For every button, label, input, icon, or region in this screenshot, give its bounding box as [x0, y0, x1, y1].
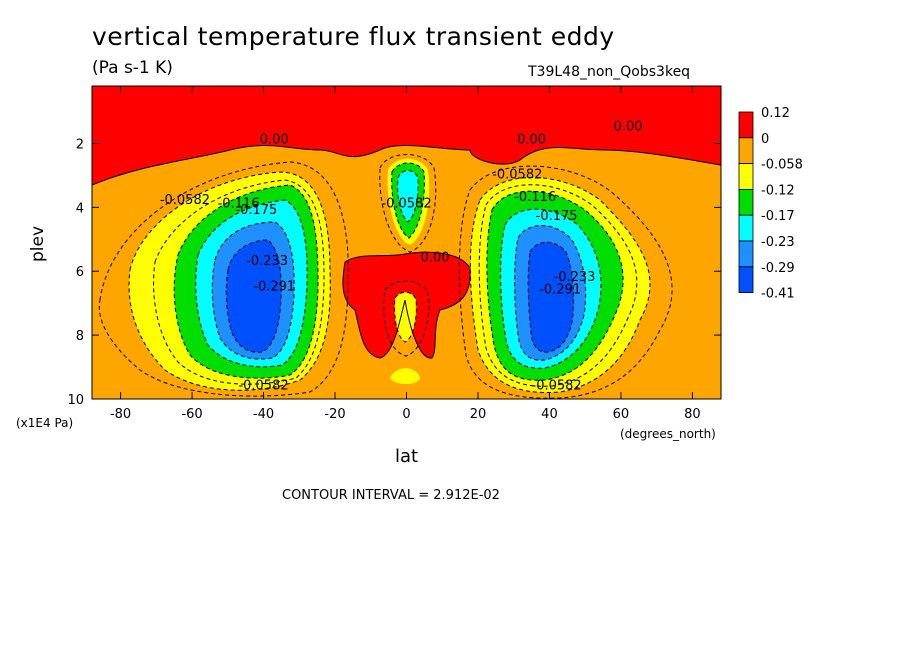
fill-darkblue-right-lobe — [528, 242, 574, 353]
contour-label: -0.0582 — [238, 378, 288, 393]
contour-label: 0.00 — [260, 132, 289, 147]
contour-label: 0.00 — [614, 120, 643, 135]
colorbar-swatch — [738, 266, 754, 293]
contour-label: -0.116 — [514, 190, 556, 205]
fill-darkblue-left-lobe — [226, 240, 282, 353]
contour-right-outer-2 — [469, 177, 651, 393]
contour-right-inner-1 — [478, 184, 638, 387]
contour-label: 0.00 — [421, 251, 450, 266]
colorbar-label: -0.12 — [761, 183, 795, 198]
x-tick-label: 60 — [613, 407, 630, 422]
colorbar-swatch — [738, 214, 754, 242]
contour-label: -0.291 — [253, 279, 295, 294]
x-tick-label: 40 — [541, 407, 558, 422]
x-tick-label: 0 — [402, 407, 410, 422]
contour-right-inner-3 — [500, 208, 602, 369]
fill-yellow-center-lower — [394, 292, 417, 342]
contour-interval: CONTOUR INTERVAL = 2.912E-02 — [282, 488, 500, 503]
contour-label: -0.291 — [539, 283, 581, 298]
y-tick-label: 10 — [67, 393, 84, 408]
contour-label: -0.0582 — [160, 193, 210, 208]
colorbar-label: -0.41 — [761, 287, 795, 302]
colorbar-label: 0.12 — [761, 106, 790, 121]
contour-right-inner-4 — [514, 225, 587, 361]
chart-units: (Pa s-1 K) — [92, 58, 173, 78]
x-axis-units: (degrees_north) — [620, 427, 716, 441]
chart-title: vertical temperature flux transient eddy — [92, 22, 615, 51]
colorbar-label: -0.23 — [761, 235, 795, 250]
colorbar-label: -0.29 — [761, 261, 795, 276]
contour-right-inner-5 — [527, 241, 575, 353]
colorbar-label: 0 — [761, 132, 769, 147]
fill-yellow-center-bottom — [390, 368, 420, 384]
x-tick-label: -20 — [324, 407, 345, 422]
contour-labels: 0.00 0.000.000.00-0.0582 -0.116-0.175-0.23… — [160, 120, 643, 394]
contour-left-inner-3 — [195, 199, 308, 368]
x-axis-label: lat — [395, 446, 419, 467]
contour-center-column-1 — [379, 154, 437, 253]
x-tick-label: 20 — [470, 407, 487, 422]
contour-right-outer-1 — [458, 165, 673, 399]
colorbar-swatch — [738, 188, 754, 216]
contour-label: -0.233 — [554, 270, 596, 285]
colorbar-label: -0.058 — [761, 158, 803, 173]
y-tick-label: 8 — [76, 329, 84, 344]
contour-left-inner-5 — [225, 239, 282, 353]
x-axis-ticks: -80 -60 -40 -20 0 20 40 60 80 — [110, 86, 701, 422]
contour-label: -0.175 — [235, 203, 277, 218]
contour-left-inner-1 — [153, 179, 325, 385]
contour-left-outer-2 — [128, 171, 331, 391]
contour-label: 0.00 — [517, 132, 546, 147]
contour-label: -0.0582 — [532, 378, 582, 393]
y-axis-units: (x1E4 Pa) — [16, 416, 74, 430]
y-tick-label: 2 — [76, 137, 84, 152]
contour-label: -0.0582 — [381, 196, 431, 211]
y-tick-label: 4 — [76, 201, 84, 216]
contour-left-inner-4 — [211, 221, 295, 360]
contour-label: -0.116 — [218, 196, 260, 211]
fill-cyan-center-column — [397, 170, 419, 222]
colorbar: 0.12 0 -0.058 -0.12 -0.17 -0.23 -0.29 -0.41 — [738, 106, 803, 302]
contour-label: -0.0582 — [492, 168, 542, 183]
y-tick-label: 6 — [76, 265, 84, 280]
colorbar-label: -0.17 — [761, 209, 795, 224]
x-tick-label: -60 — [181, 407, 202, 422]
contour-center-column-3 — [397, 170, 419, 223]
contour-zero-center — [342, 251, 471, 359]
x-tick-label: 80 — [684, 407, 701, 422]
x-tick-label: -80 — [110, 407, 131, 422]
fill-red-top-band — [92, 86, 721, 185]
contour-left-outer-1 — [98, 161, 349, 397]
colorbar-swatch — [738, 111, 754, 139]
contour-label: -0.175 — [536, 209, 578, 224]
colorbar-swatch — [738, 137, 754, 165]
contour-zero-top — [92, 145, 721, 186]
y-axis-ticks: 2 4 6 8 10 — [67, 137, 721, 408]
colorbar-swatch — [738, 163, 754, 190]
colorbar-swatch — [738, 240, 754, 268]
contour-left-inner-2 — [173, 184, 319, 379]
contour-lines — [92, 145, 721, 399]
run-id: T39L48_non_Qobs3keq — [528, 64, 691, 80]
x-tick-label: -40 — [253, 407, 274, 422]
contour-fills — [92, 86, 721, 399]
contour-label: -0.233 — [246, 254, 288, 269]
